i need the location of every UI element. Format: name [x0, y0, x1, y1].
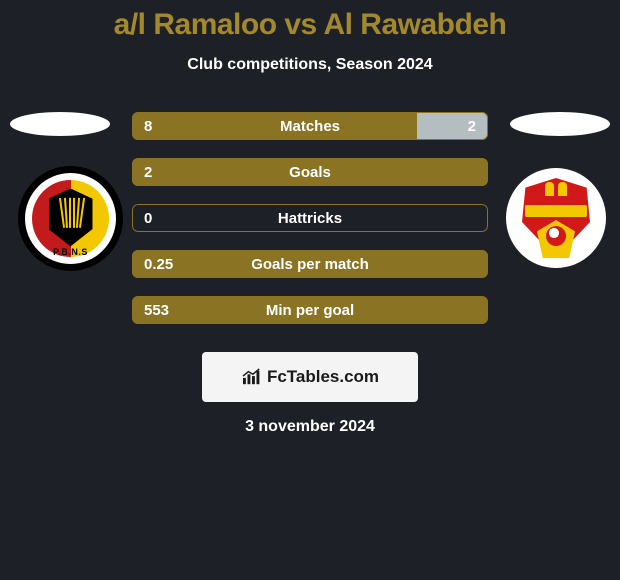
stat-row: 82Matches — [132, 112, 488, 140]
stat-label: Goals — [132, 158, 488, 186]
stat-row: 553Min per goal — [132, 296, 488, 324]
stat-row: 0.25Goals per match — [132, 250, 488, 278]
player-halo-left — [10, 112, 110, 136]
crest-left-text: P.B.N.S — [18, 247, 123, 257]
stat-row: 2Goals — [132, 158, 488, 186]
stat-label: Hattricks — [132, 204, 488, 232]
stat-label: Matches — [132, 112, 488, 140]
stat-label: Min per goal — [132, 296, 488, 324]
comparison-subtitle: Club competitions, Season 2024 — [0, 56, 620, 74]
brand-text: FcTables.com — [267, 367, 379, 387]
stat-row: 0Hattricks — [132, 204, 488, 232]
stat-bars: 82Matches 2Goals 0Hattricks 0.25Goals per m… — [132, 112, 488, 342]
club-crest-right — [506, 168, 606, 268]
infographic-date: 3 november 2024 — [0, 418, 620, 436]
fctables-logo: FcTables.com — [202, 352, 418, 402]
club-crest-left: P.B.N.S — [18, 166, 123, 271]
comparison-title: a/l Ramaloo vs Al Rawabdeh — [0, 0, 620, 42]
stat-label: Goals per match — [132, 250, 488, 278]
bars-chart-icon — [241, 368, 263, 386]
player-halo-right — [510, 112, 610, 136]
